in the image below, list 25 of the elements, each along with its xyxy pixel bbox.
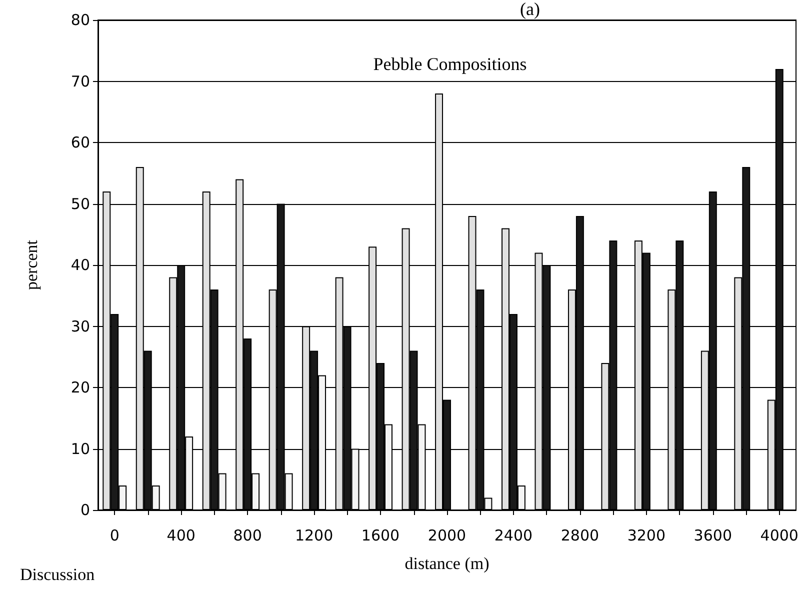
y-tick-label: 50 — [70, 194, 90, 213]
x-tick-label: 2000 — [428, 526, 466, 544]
x-tick-label: 2800 — [560, 526, 600, 544]
y-tick-label: 0 — [80, 501, 90, 519]
y-axis-title: percent — [22, 240, 41, 290]
x-tick-label: 1600 — [361, 526, 400, 544]
text: (a) — [520, 0, 540, 19]
y-tick-label: 60 — [70, 134, 90, 152]
y-tick-label: 30 — [70, 317, 90, 336]
x-axis-title: distance (m) — [404, 554, 490, 573]
text: Discussion — [20, 565, 96, 584]
text: Pebble Compositions — [373, 54, 527, 74]
x-tick-label: 0 — [110, 526, 120, 544]
y-tick-label: 40 — [70, 256, 90, 274]
y-tick-label: 20 — [70, 378, 90, 396]
y-tick-label: 10 — [70, 440, 90, 458]
x-tick-label: 2400 — [494, 526, 533, 544]
x-tick-label: 400 — [166, 526, 196, 544]
x-tick-label: 3600 — [694, 526, 732, 544]
x-tick-label: 800 — [233, 526, 262, 544]
x-tick-label: 4000 — [760, 526, 798, 544]
y-tick-label: 70 — [70, 72, 90, 90]
x-tick-label: 1200 — [294, 526, 334, 544]
y-tick-label: 80 — [70, 11, 90, 29]
x-tick-label: 3200 — [627, 526, 666, 544]
